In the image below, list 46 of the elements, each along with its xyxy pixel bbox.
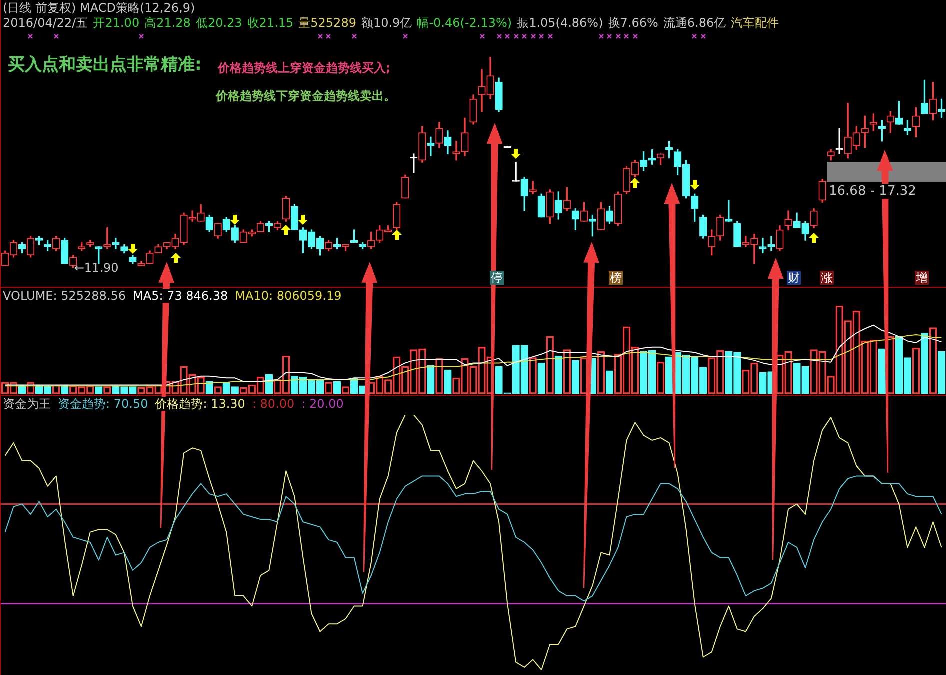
text: 量525289 — [298, 16, 356, 30]
candlestick — [759, 238, 767, 254]
text: 收21.15 — [247, 16, 294, 30]
text: 开21.00 — [93, 16, 140, 30]
candlestick — [452, 141, 460, 161]
text: 增 — [915, 271, 929, 285]
chart-title: VOLUME: 525288.56 — [3, 289, 126, 303]
bar — [427, 366, 435, 394]
text: 换7.66% — [608, 16, 658, 30]
text: 汽车配件 — [731, 16, 780, 30]
bar — [920, 332, 929, 394]
text: 价格趋势: 13.30 — [155, 397, 246, 411]
annotation: 价格趋势线下穿资金趋势线卖出。 — [216, 89, 396, 103]
text: 振1.05(4.86%) — [517, 16, 604, 30]
text: 流通6.86亿 — [663, 16, 726, 30]
text: : 20.00 — [302, 397, 344, 411]
annotation: 买入点和卖出点非常精准: — [8, 55, 202, 75]
candlestick — [427, 136, 435, 156]
bar — [444, 370, 452, 394]
text: 资金趋势: 70.50 — [58, 397, 148, 411]
annotation: 价格趋势线上穿资金趋势线买入; — [218, 61, 391, 75]
chart-title: (日线 前复权) MACD策略(12,26,9) — [3, 1, 196, 15]
annotation: ←11.90 — [74, 261, 119, 276]
chart-title: 资金为王 — [3, 397, 51, 411]
bar — [938, 351, 946, 394]
text: 幅-0.46(-2.13%) — [417, 16, 512, 30]
text: MA5: 73 846.38 — [133, 289, 228, 303]
text: MA10: 806059.19 — [235, 289, 342, 303]
text: 高21.28 — [144, 16, 191, 30]
text: 财 — [787, 271, 801, 285]
text: 额10.9亿 — [361, 16, 412, 30]
text: 2016/04/22/五 — [3, 16, 88, 30]
text: : 80.00 — [252, 397, 295, 411]
bar — [333, 381, 342, 394]
bar — [878, 348, 886, 394]
annotation: 16.68 - 17.32 — [828, 184, 918, 199]
bar — [572, 360, 580, 394]
text: 涨 — [820, 271, 834, 285]
text: 停 — [490, 271, 504, 285]
bar — [538, 362, 546, 394]
text: 榜 — [609, 271, 623, 285]
candlestick — [512, 162, 520, 182]
text: 低20.23 — [196, 16, 242, 30]
bar — [665, 356, 674, 394]
bar — [554, 356, 562, 394]
bar — [606, 370, 614, 394]
